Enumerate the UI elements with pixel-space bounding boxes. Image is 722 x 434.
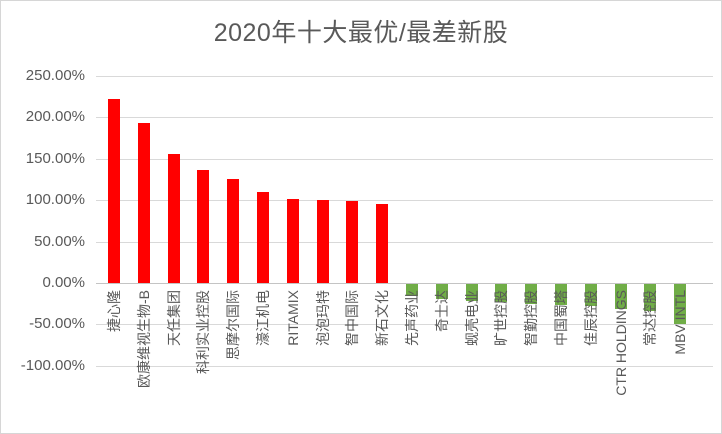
positive-bar — [138, 123, 150, 283]
category-label: 先声药业 — [404, 290, 420, 346]
grid-line — [96, 117, 713, 118]
category-label: 蚬壳电业 — [464, 290, 480, 346]
grid-line — [96, 324, 713, 325]
category-label: 中国蜀塔 — [553, 290, 569, 346]
y-axis-tick-label: 150.00% — [25, 150, 85, 167]
negative-bar — [615, 284, 627, 309]
grid-line — [96, 200, 713, 201]
grid-line — [96, 366, 713, 367]
category-label: 佳辰控股 — [583, 290, 599, 346]
chart-title: 2020年十大最优/最差新股 — [213, 19, 509, 47]
category-label: 智中国际 — [344, 290, 360, 346]
category-label: CTR HOLDINGS — [613, 290, 629, 396]
negative-bar — [585, 284, 597, 306]
positive-bar — [346, 201, 358, 283]
positive-bar — [287, 199, 299, 283]
category-label: 常达控股 — [642, 290, 658, 346]
category-label: RITAMIX — [285, 290, 301, 346]
positive-bar — [257, 192, 269, 283]
grid-line — [96, 159, 713, 160]
category-label: 智勤控股 — [523, 290, 539, 346]
x-axis-line — [96, 283, 713, 284]
y-axis-tick-label: 0.00% — [42, 274, 85, 291]
y-axis-tick-label: 100.00% — [25, 191, 85, 208]
category-label: 科利实业控股 — [195, 290, 211, 374]
positive-bar — [376, 204, 388, 283]
category-label: 天任集团 — [166, 290, 182, 346]
category-label: 捷心隆 — [106, 290, 122, 332]
grid-line — [96, 76, 713, 77]
positive-bar — [317, 200, 329, 283]
negative-bar — [644, 284, 656, 311]
grid-line — [96, 242, 713, 243]
category-label: 泡泡玛特 — [315, 290, 331, 346]
negative-bar — [406, 284, 418, 296]
positive-bar — [227, 179, 239, 283]
negative-bar — [674, 284, 686, 324]
y-axis-tick-label: 250.00% — [25, 67, 85, 84]
positive-bar — [197, 170, 209, 283]
category-label: 欧康维视生物-B — [136, 290, 152, 388]
category-label: 旷世控股 — [493, 290, 509, 346]
y-axis-tick-label: -50.00% — [29, 315, 85, 332]
category-label: 濠江机电 — [255, 290, 271, 346]
positive-bar — [108, 99, 120, 283]
y-axis-tick-label: -100.00% — [20, 357, 85, 374]
negative-bar — [466, 284, 478, 301]
positive-bar — [168, 154, 180, 283]
y-axis-tick-label: 200.00% — [25, 108, 85, 125]
category-label: 思摩尔国际 — [225, 290, 241, 360]
category-label: MBV INTL — [672, 290, 688, 355]
negative-bar — [436, 284, 448, 299]
category-label: 新石文化 — [374, 290, 390, 346]
negative-bar — [555, 284, 567, 305]
negative-bar — [525, 284, 537, 304]
y-axis-tick-label: 50.00% — [34, 233, 85, 250]
category-label: 奇士达 — [434, 290, 450, 332]
negative-bar — [495, 284, 507, 302]
